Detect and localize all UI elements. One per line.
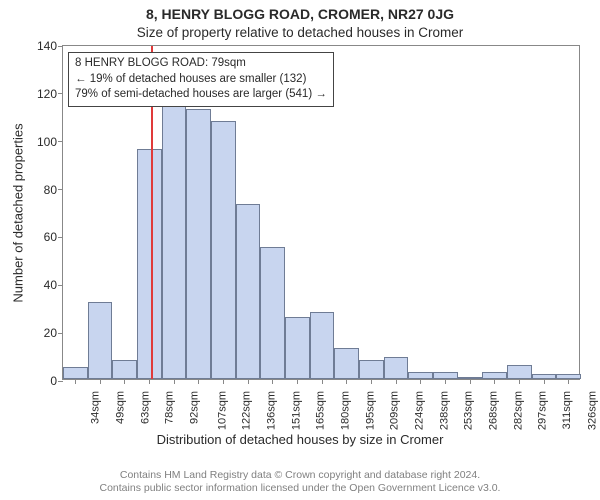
histogram-bar [112, 360, 137, 379]
x-tick [420, 379, 421, 384]
histogram-bar [334, 348, 359, 379]
x-tick-label: 63sqm [139, 391, 151, 424]
y-tick-label: 0 [50, 374, 63, 388]
page-subtitle: Size of property relative to detached ho… [0, 22, 600, 40]
histogram-bar [359, 360, 384, 379]
x-tick-label: 195sqm [364, 391, 376, 430]
x-tick-label: 311sqm [561, 391, 573, 429]
histogram-bar [260, 247, 285, 379]
histogram-bar [285, 317, 310, 379]
x-tick [519, 379, 520, 384]
x-tick [445, 379, 446, 384]
x-axis-label: Distribution of detached houses by size … [157, 432, 444, 447]
histogram-bar [186, 109, 211, 379]
y-tick-label: 120 [37, 87, 63, 101]
x-tick [198, 379, 199, 384]
info-line: 8 HENRY BLOGG ROAD: 79sqm [75, 56, 327, 72]
histogram-bar [88, 302, 113, 379]
x-tick-label: 268sqm [488, 391, 500, 430]
x-tick-label: 151sqm [290, 391, 302, 430]
x-tick [568, 379, 569, 384]
histogram-bar [384, 357, 409, 379]
x-tick [149, 379, 150, 384]
y-tick-label: 60 [44, 230, 63, 244]
histogram-bar [507, 365, 532, 379]
x-tick [272, 379, 273, 384]
x-tick [322, 379, 323, 384]
x-tick [494, 379, 495, 384]
x-tick [174, 379, 175, 384]
footer-line: Contains public sector information licen… [0, 482, 600, 496]
histogram-bar [211, 121, 236, 379]
x-tick-label: 253sqm [463, 391, 475, 430]
y-axis-label: Number of detached properties [11, 123, 26, 302]
x-tick [396, 379, 397, 384]
x-tick [248, 379, 249, 384]
x-tick [100, 379, 101, 384]
x-tick-label: 49sqm [115, 391, 127, 424]
y-tick-label: 100 [37, 135, 63, 149]
x-tick [371, 379, 372, 384]
x-tick-label: 92sqm [189, 391, 201, 424]
info-callout-box: 8 HENRY BLOGG ROAD: 79sqm ← 19% of detac… [68, 52, 334, 107]
x-tick-label: 34sqm [90, 391, 102, 424]
histogram-bar [310, 312, 335, 379]
info-line: ← 19% of detached houses are smaller (13… [75, 72, 327, 88]
x-tick-label: 180sqm [340, 391, 352, 430]
histogram-bar [63, 367, 88, 379]
footer-line: Contains HM Land Registry data © Crown c… [0, 469, 600, 483]
footer-attribution: Contains HM Land Registry data © Crown c… [0, 469, 600, 496]
x-tick-label: 122sqm [241, 391, 253, 430]
page-title: 8, HENRY BLOGG ROAD, CROMER, NR27 0JG [0, 0, 600, 22]
x-tick-label: 282sqm [512, 391, 524, 430]
histogram-bar [433, 372, 458, 379]
x-tick-label: 297sqm [537, 391, 549, 430]
x-tick [297, 379, 298, 384]
x-tick [75, 379, 76, 384]
x-tick-label: 165sqm [315, 391, 327, 430]
histogram-bar [482, 372, 507, 379]
x-tick-label: 224sqm [414, 391, 426, 430]
x-tick-label: 209sqm [389, 391, 401, 430]
x-tick [544, 379, 545, 384]
x-tick-label: 238sqm [438, 391, 450, 430]
y-tick-label: 40 [44, 278, 63, 292]
x-tick-label: 107sqm [216, 391, 228, 430]
x-tick [223, 379, 224, 384]
x-tick [346, 379, 347, 384]
x-tick-label: 136sqm [266, 391, 278, 430]
histogram-bar [137, 149, 162, 379]
x-tick [124, 379, 125, 384]
y-tick-label: 140 [37, 39, 63, 53]
x-tick [470, 379, 471, 384]
y-tick-label: 20 [44, 326, 63, 340]
histogram-bar [162, 106, 187, 379]
x-tick-label: 326sqm [586, 391, 598, 430]
x-tick-label: 78sqm [164, 391, 176, 424]
info-line: 79% of semi-detached houses are larger (… [75, 87, 327, 103]
histogram-bar [236, 204, 261, 379]
y-tick-label: 80 [44, 183, 63, 197]
histogram-bar [408, 372, 433, 379]
